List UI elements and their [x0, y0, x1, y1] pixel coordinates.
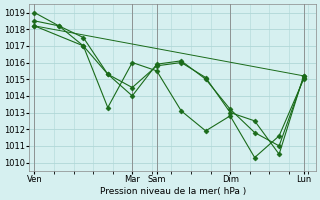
X-axis label: Pression niveau de la mer( hPa ): Pression niveau de la mer( hPa )	[100, 187, 246, 196]
